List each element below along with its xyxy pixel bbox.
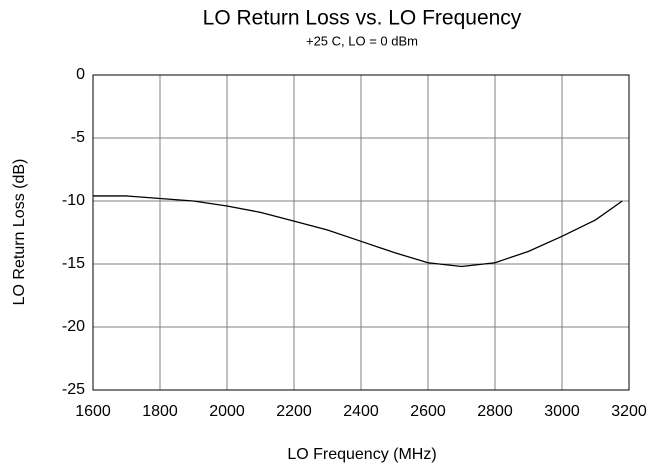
- plot-frame: [92, 74, 630, 391]
- data-line: [93, 195, 623, 268]
- x-tick-label: 2600: [410, 403, 446, 420]
- x-tick-label: 1800: [142, 403, 178, 420]
- x-tick-label: 2400: [343, 403, 379, 420]
- x-tick-label: 2000: [209, 403, 245, 420]
- chart-title: LO Return Loss vs. LO Frequency: [203, 7, 522, 30]
- x-tick-label: 1600: [75, 403, 111, 420]
- y-tick-label: -15: [62, 255, 85, 272]
- x-tick-label: 3000: [544, 403, 580, 420]
- y-tick-label: -20: [62, 318, 85, 335]
- y-axis-label: LO Return Loss (dB): [11, 159, 28, 306]
- y-tick-label: -25: [62, 381, 85, 398]
- x-tick-label: 3200: [611, 403, 647, 420]
- y-tick-label: -5: [71, 129, 85, 146]
- x-axis-label: LO Frequency (MHz): [287, 446, 436, 463]
- y-tick-label: 0: [76, 66, 85, 83]
- x-tick-label: 2800: [477, 403, 513, 420]
- x-tick-label: 2200: [276, 403, 312, 420]
- chart-subtitle: +25 C, LO = 0 dBm: [306, 33, 418, 48]
- y-tick-label: -10: [62, 192, 85, 209]
